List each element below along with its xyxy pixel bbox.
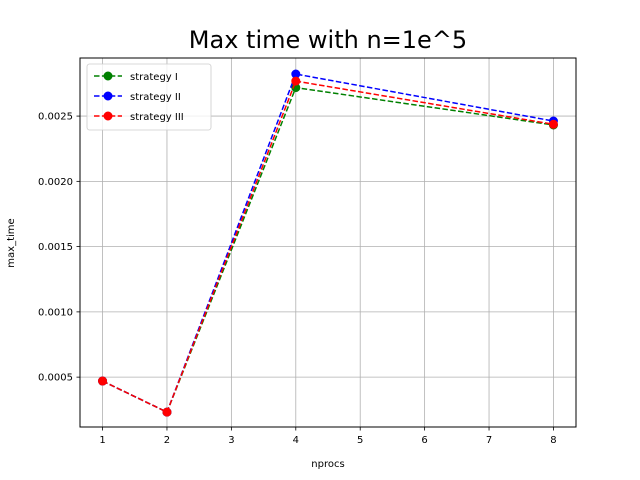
- x-tick-label: 3: [228, 435, 234, 446]
- legend-item: strategy II: [94, 91, 181, 103]
- x-axis-title: nprocs: [311, 459, 344, 470]
- series-strategy-iii: [98, 76, 558, 417]
- legend-item: strategy III: [94, 111, 184, 123]
- y-axis-title: max_time: [6, 218, 17, 267]
- data-point: [291, 76, 301, 86]
- legend-swatch-marker: [103, 111, 113, 121]
- legend-box: [86, 63, 212, 131]
- legend-swatch-marker: [103, 91, 113, 101]
- legend-item: strategy I: [94, 71, 178, 83]
- legend-label: strategy II: [130, 92, 181, 103]
- y-tick-label: 0.0020: [38, 177, 73, 188]
- x-tick-label: 2: [164, 435, 170, 446]
- series-group: [98, 69, 558, 417]
- legend-label: strategy III: [130, 112, 184, 123]
- x-tick-label: 8: [550, 435, 556, 446]
- data-point: [548, 119, 558, 129]
- data-point: [98, 376, 108, 386]
- legend-label: strategy I: [130, 72, 178, 83]
- x-tick-label: 6: [421, 435, 427, 446]
- x-tick-label: 5: [357, 435, 363, 446]
- plot-frame: [79, 57, 577, 428]
- y-tick-label: 0.0005: [38, 373, 73, 384]
- data-point: [162, 407, 172, 417]
- series-line: [102, 80, 554, 414]
- chart-title: Max time with n=1e^5: [189, 26, 467, 54]
- y-tick-label: 0.0015: [38, 242, 73, 253]
- x-tick-label: 7: [486, 435, 492, 446]
- y-tick-label: 0.0010: [38, 307, 73, 318]
- x-tick-label: 4: [293, 435, 299, 446]
- x-tick-label: 1: [99, 435, 105, 446]
- y-tick-label: 0.0025: [38, 112, 73, 123]
- axis-ticks: 1 2 3 4 5 6 7 8 0.0005 0.0010 0.0015 0.0020 0.0025: [38, 112, 557, 446]
- legend: strategy I strategy II strategy III: [86, 63, 212, 131]
- legend-swatch-marker: [103, 71, 113, 81]
